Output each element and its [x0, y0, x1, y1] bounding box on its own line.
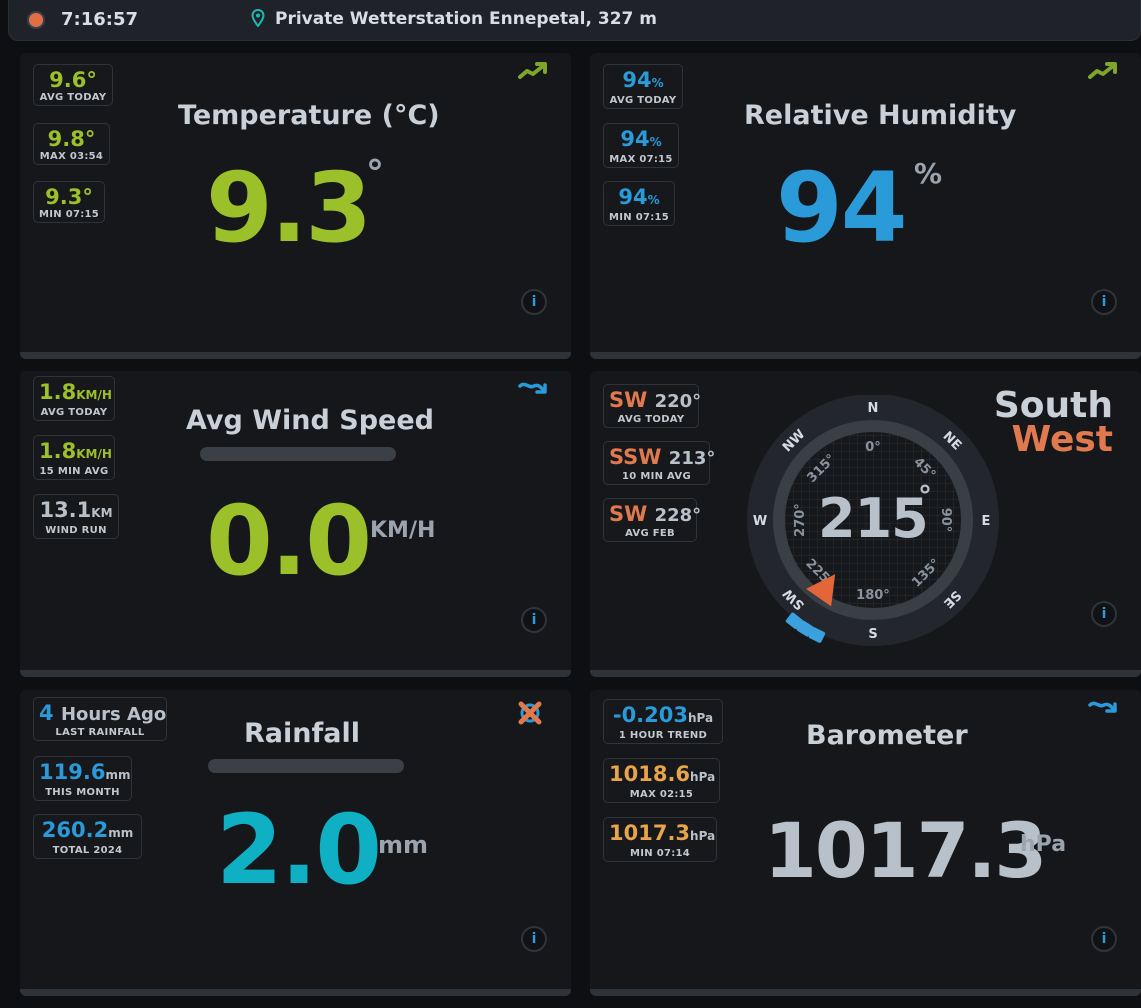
wind-dir-avg-today: SW 220° AVG TODAY [603, 384, 701, 428]
wind-direction-unit: ° [918, 479, 932, 512]
wind-history-marker [808, 627, 826, 643]
barometer-value: 1017.3 [764, 806, 1047, 895]
no-trend-icon [518, 701, 542, 725]
rain-last-rainfall: 4 Hours Ago LAST RAINFALL [33, 697, 167, 741]
rain-total-year: 260.2mm TOTAL 2024 [33, 814, 142, 859]
baro-min: 1017.3hPa MIN 07:14 [603, 817, 717, 862]
baro-max: 1018.6hPa MAX 02:15 [603, 758, 720, 803]
location-pin-icon [251, 9, 265, 27]
compass-cardinal-w: W [753, 514, 767, 529]
trend-down-icon [518, 382, 547, 394]
trend-up-icon [518, 62, 547, 79]
status-dot-icon [27, 11, 45, 29]
wind-history-markers [785, 612, 826, 643]
rainfall-value: 2.0 [216, 794, 382, 906]
humidity-avg-today: 94% AVG TODAY [603, 64, 683, 109]
humidity-panel: 94% AVG TODAY 94% MAX 07:15 94% MIN 07:1… [590, 53, 1141, 359]
trend-down-icon [1088, 701, 1117, 713]
barometer-title: Barometer [806, 720, 968, 751]
wind-speed-title: Avg Wind Speed [186, 405, 434, 436]
wind-direction-panel: SW 220° AVG TODAY SSW 213° 10 MIN AVG SW… [590, 371, 1141, 677]
wind-speed-value: 0.0 [206, 485, 372, 597]
temperature-unit: ° [366, 153, 384, 194]
humidity-info-button[interactable]: i [1091, 289, 1117, 315]
panel-footer [20, 670, 571, 677]
panel-footer [590, 352, 1141, 359]
temperature-info-button[interactable]: i [521, 289, 547, 315]
compass-degree-label: 90° [938, 508, 953, 533]
wind-speed-bar [200, 447, 396, 461]
compass-cardinal-n: N [868, 401, 879, 416]
trend-up-icon [1088, 62, 1117, 79]
wind-direction-arrow [806, 574, 836, 607]
current-time: 7:16:57 [61, 9, 139, 30]
wind-direction-value: 215 [818, 487, 929, 550]
wind-dir-avg-feb: SW 228° AVG FEB [603, 498, 701, 542]
station-name: Private Wetterstation Ennepetal, 327 m [275, 9, 657, 29]
humidity-min: 94% MIN 07:15 [603, 181, 675, 226]
panel-footer [590, 670, 1141, 677]
rainfall-title: Rainfall [244, 718, 360, 749]
temperature-panel: 9.6° AVG TODAY 9.8° MAX 03:54 9.3° MIN 0… [20, 53, 571, 359]
wind-avg-today: 1.8KM/H AVG TODAY [33, 376, 115, 421]
rainfall-panel: 4 Hours Ago LAST RAINFALL 119.6mm THIS M… [20, 690, 571, 996]
barometer-unit: hPa [1020, 832, 1067, 857]
temperature-value: 9.3 [206, 152, 372, 264]
wind-run: 13.1KM WIND RUN [33, 494, 119, 539]
wind-direction-pointer [806, 574, 836, 607]
humidity-value: 94 [776, 152, 908, 264]
wind-speed-panel: 1.8KM/H AVG TODAY 1.8KM/H 15 MIN AVG 13.… [20, 371, 571, 677]
wind-speed-unit: KM/H [370, 518, 436, 543]
wind-speed-info-button[interactable]: i [521, 607, 547, 633]
wind-history-marker [785, 612, 803, 630]
wind-direction-info-button[interactable]: i [1091, 601, 1117, 627]
wind-15min-avg: 1.8KM/H 15 MIN AVG [33, 435, 115, 480]
wind-history-marker [796, 620, 814, 637]
panel-footer [590, 989, 1141, 996]
rain-this-month: 119.6mm THIS MONTH [33, 756, 132, 801]
temp-max: 9.8° MAX 03:54 [33, 123, 110, 165]
temp-min: 9.3° MIN 07:15 [33, 181, 105, 223]
compass-cardinal-s: S [868, 627, 877, 642]
compass-degree-label: 270° [793, 503, 808, 537]
barometer-info-button[interactable]: i [1091, 926, 1117, 952]
rainfall-info-button[interactable]: i [521, 926, 547, 952]
top-bar: 7:16:57 Private Wetterstation Ennepetal,… [8, 0, 1141, 41]
panel-footer [20, 989, 571, 996]
humidity-unit: % [914, 157, 943, 190]
compass-grid [785, 432, 961, 608]
baro-1hour-trend: -0.203hPa 1 HOUR TREND [603, 699, 723, 744]
rainfall-unit: mm [378, 831, 429, 859]
humidity-title: Relative Humidity [744, 100, 1017, 131]
rainfall-bar [208, 759, 404, 773]
temp-avg-today: 9.6° AVG TODAY [33, 64, 113, 106]
compass-degree-label: 0° [865, 440, 881, 455]
barometer-panel: -0.203hPa 1 HOUR TREND 1018.6hPa MAX 02:… [590, 690, 1141, 996]
wind-direction-words: South West [993, 385, 1113, 460]
panel-footer [20, 352, 571, 359]
compass-cardinal-e: E [982, 514, 991, 529]
humidity-max: 94% MAX 07:15 [603, 123, 679, 168]
compass-degree-label: 180° [856, 588, 890, 603]
temperature-title: Temperature (°C) [178, 100, 440, 131]
wind-dir-10min-avg: SSW 213° 10 MIN AVG [603, 441, 715, 485]
